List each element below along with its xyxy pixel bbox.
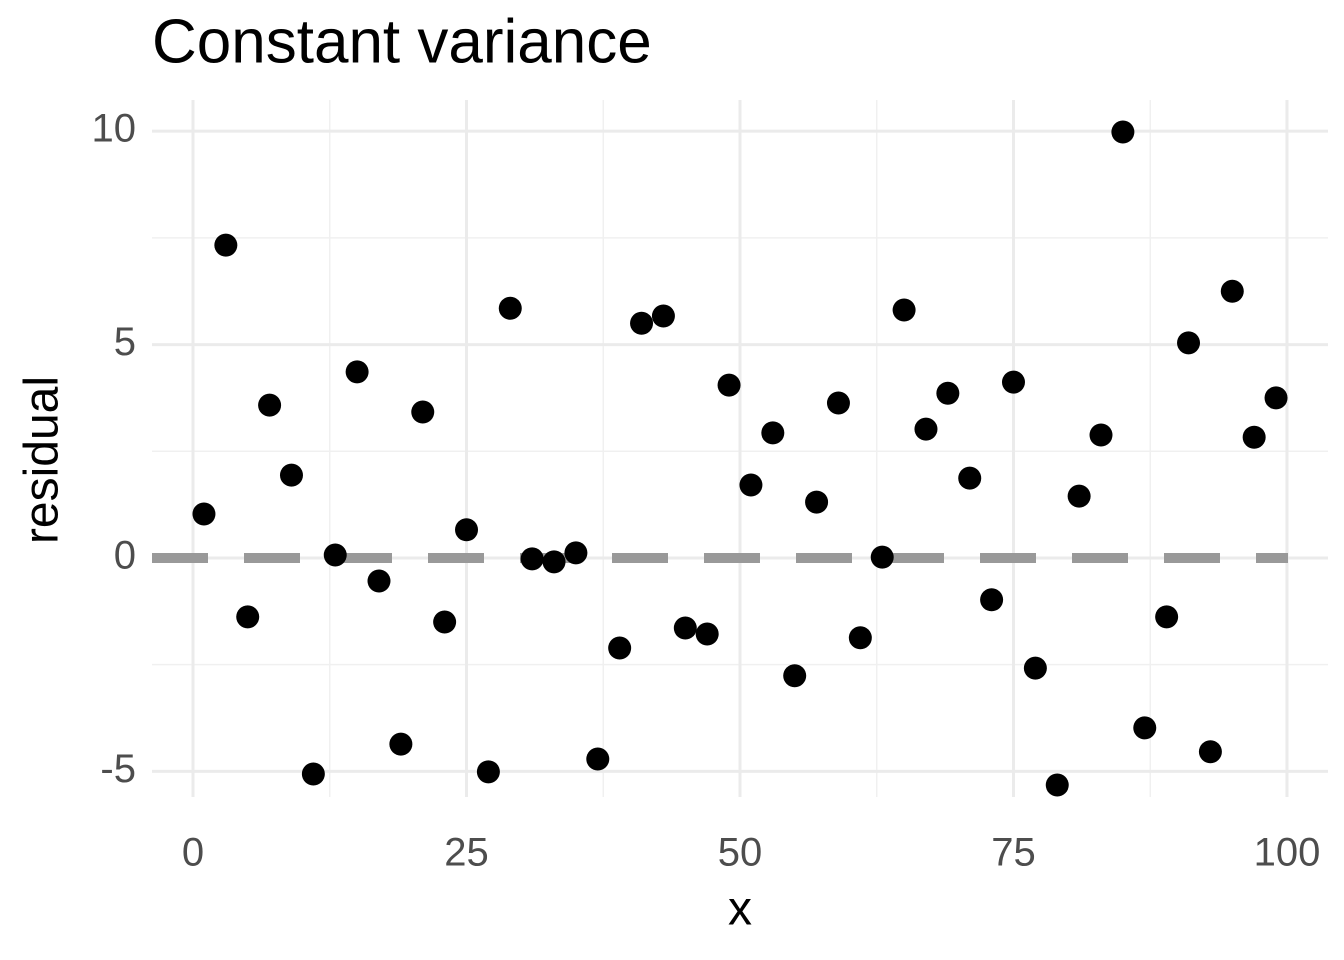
point (520, 547, 544, 571)
point (498, 296, 522, 320)
point (455, 518, 479, 542)
point (258, 393, 282, 417)
point (411, 400, 435, 424)
point (1067, 484, 1091, 508)
point (630, 311, 654, 335)
x-tick-label: 50 (718, 831, 763, 875)
point (214, 233, 238, 257)
point (1089, 423, 1113, 447)
point (1023, 656, 1047, 680)
y-axis-title: residual (16, 376, 69, 544)
point (192, 502, 216, 526)
point (1198, 740, 1222, 764)
chart-title: Constant variance (152, 7, 652, 76)
point (761, 421, 785, 445)
point (980, 588, 1004, 612)
point (389, 732, 413, 756)
point (301, 762, 325, 786)
point (542, 550, 566, 574)
point (695, 622, 719, 646)
x-tick-label: 0 (182, 831, 204, 875)
point (236, 605, 260, 629)
x-tick-label: 75 (991, 831, 1036, 875)
point (1177, 331, 1201, 355)
point (914, 417, 938, 441)
point (805, 490, 829, 514)
y-tick-label: 10 (92, 107, 137, 151)
y-tick-label: 0 (114, 534, 136, 578)
point (1155, 605, 1179, 629)
point (783, 664, 807, 688)
point (870, 545, 894, 569)
point (848, 626, 872, 650)
point (586, 747, 610, 771)
point (1264, 386, 1288, 410)
point (323, 543, 347, 567)
point (1045, 773, 1069, 797)
point (958, 466, 982, 490)
point (1001, 370, 1025, 394)
point (564, 541, 588, 565)
point (367, 569, 391, 593)
y-tick-label: -5 (100, 747, 136, 791)
point (673, 616, 697, 640)
point (826, 391, 850, 415)
point (1111, 120, 1135, 144)
point (651, 304, 675, 328)
x-tick-label: 100 (1254, 831, 1321, 875)
point (1220, 279, 1244, 303)
point (279, 463, 303, 487)
point (892, 298, 916, 322)
point (345, 360, 369, 384)
point (433, 610, 457, 634)
point (717, 373, 741, 397)
x-tick-label: 25 (444, 831, 489, 875)
point (1242, 425, 1266, 449)
point (936, 381, 960, 405)
point (476, 760, 500, 784)
point (1133, 716, 1157, 740)
x-axis-title: x (728, 883, 752, 936)
point (739, 473, 763, 497)
y-tick-label: 5 (114, 320, 136, 364)
point (608, 636, 632, 660)
